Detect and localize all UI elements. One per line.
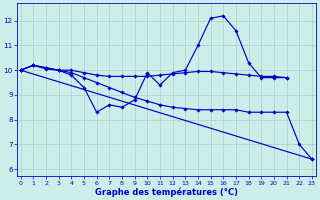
X-axis label: Graphe des températures (°C): Graphe des températures (°C) [95, 187, 238, 197]
